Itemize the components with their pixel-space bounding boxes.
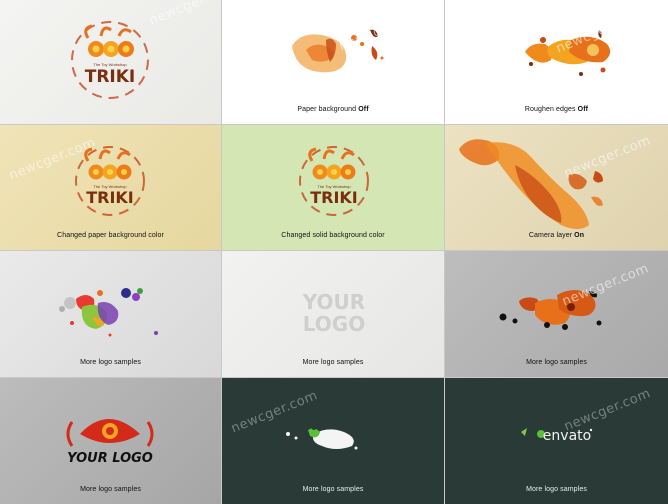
tile-caption: Roughen edges Off [524,106,589,113]
splash-illustration [525,30,611,76]
your-logo-illustration: YOUR LOGO [302,290,365,336]
tile-logo-sample-dark-splash: newcger.com More logo samples [445,251,668,377]
tile-logo-sample-envato: envato newcger.com More logo samples [445,378,668,504]
tile-caption: Changed solid background color [281,232,385,239]
tile-camera-layer-on: newcger.com Camera layer On [445,125,668,250]
tile-paper-bg-off: newcger.com Paper background Off [222,0,444,124]
triki-logo-illustration: The Toy Workshop TRIKI [75,146,145,216]
triki-title: TRIKI [85,67,136,87]
tile-logo-sample-white-splash: newcger.com More logo samples [222,378,444,504]
tile-logo-sample-red-eye: YOUR LOGO More logo samples [0,378,221,504]
tile-caption: Changed paper background color [57,232,164,239]
your-logo-script: YOUR LOGO [67,451,153,466]
envato-wordmark: envato [543,428,591,444]
triki-title: TRIKI [86,188,134,207]
tile-solid-bg-color: The Toy Workshop TRIKI Changed solid bac… [222,125,444,250]
envato-logo-illustration: envato [521,428,593,444]
splash-illustration [459,139,603,229]
tile-logo-sample-your-logo: YOUR LOGO More logo samples [222,251,444,377]
tile-caption: More logo samples [302,359,364,366]
tile-caption: More logo samples [80,486,141,493]
tile-triki-paper: The Toy Workshop TRIKI [0,0,221,124]
splash-illustration [292,29,384,73]
tile-roughen-edges-off: newcger.com Roughen edges Off [445,0,668,124]
tile-caption: Paper background Off [297,106,369,113]
red-eye-logo-illustration: YOUR LOGO [66,419,154,466]
tile-logo-sample-multicolor: More logo samples [0,251,221,377]
tile-caption: Camera layer On [528,232,585,239]
triki-subtitle: The Toy Workshop [93,62,127,67]
tile-caption: More logo samples [302,486,364,493]
splash-illustration [286,426,358,450]
splash-illustration [499,290,602,330]
triki-logo-illustration: The Toy Workshop TRIKI [71,21,149,99]
triki-logo-illustration: The Toy Workshop TRIKI [299,146,369,216]
your-logo-line2: LOGO [303,312,365,336]
triki-subtitle: The Toy Workshop [317,184,351,189]
tile-caption: More logo samples [526,486,587,493]
tile-caption: More logo samples [526,359,587,366]
splash-illustration [59,288,158,337]
tile-caption: More logo samples [80,359,141,366]
triki-subtitle: The Toy Workshop [93,184,127,189]
your-logo-line1: YOUR [302,290,365,314]
triki-title: TRIKI [310,188,358,207]
tile-paper-bg-color: The Toy Workshop TRIKI newcger.com Chang… [0,125,221,250]
